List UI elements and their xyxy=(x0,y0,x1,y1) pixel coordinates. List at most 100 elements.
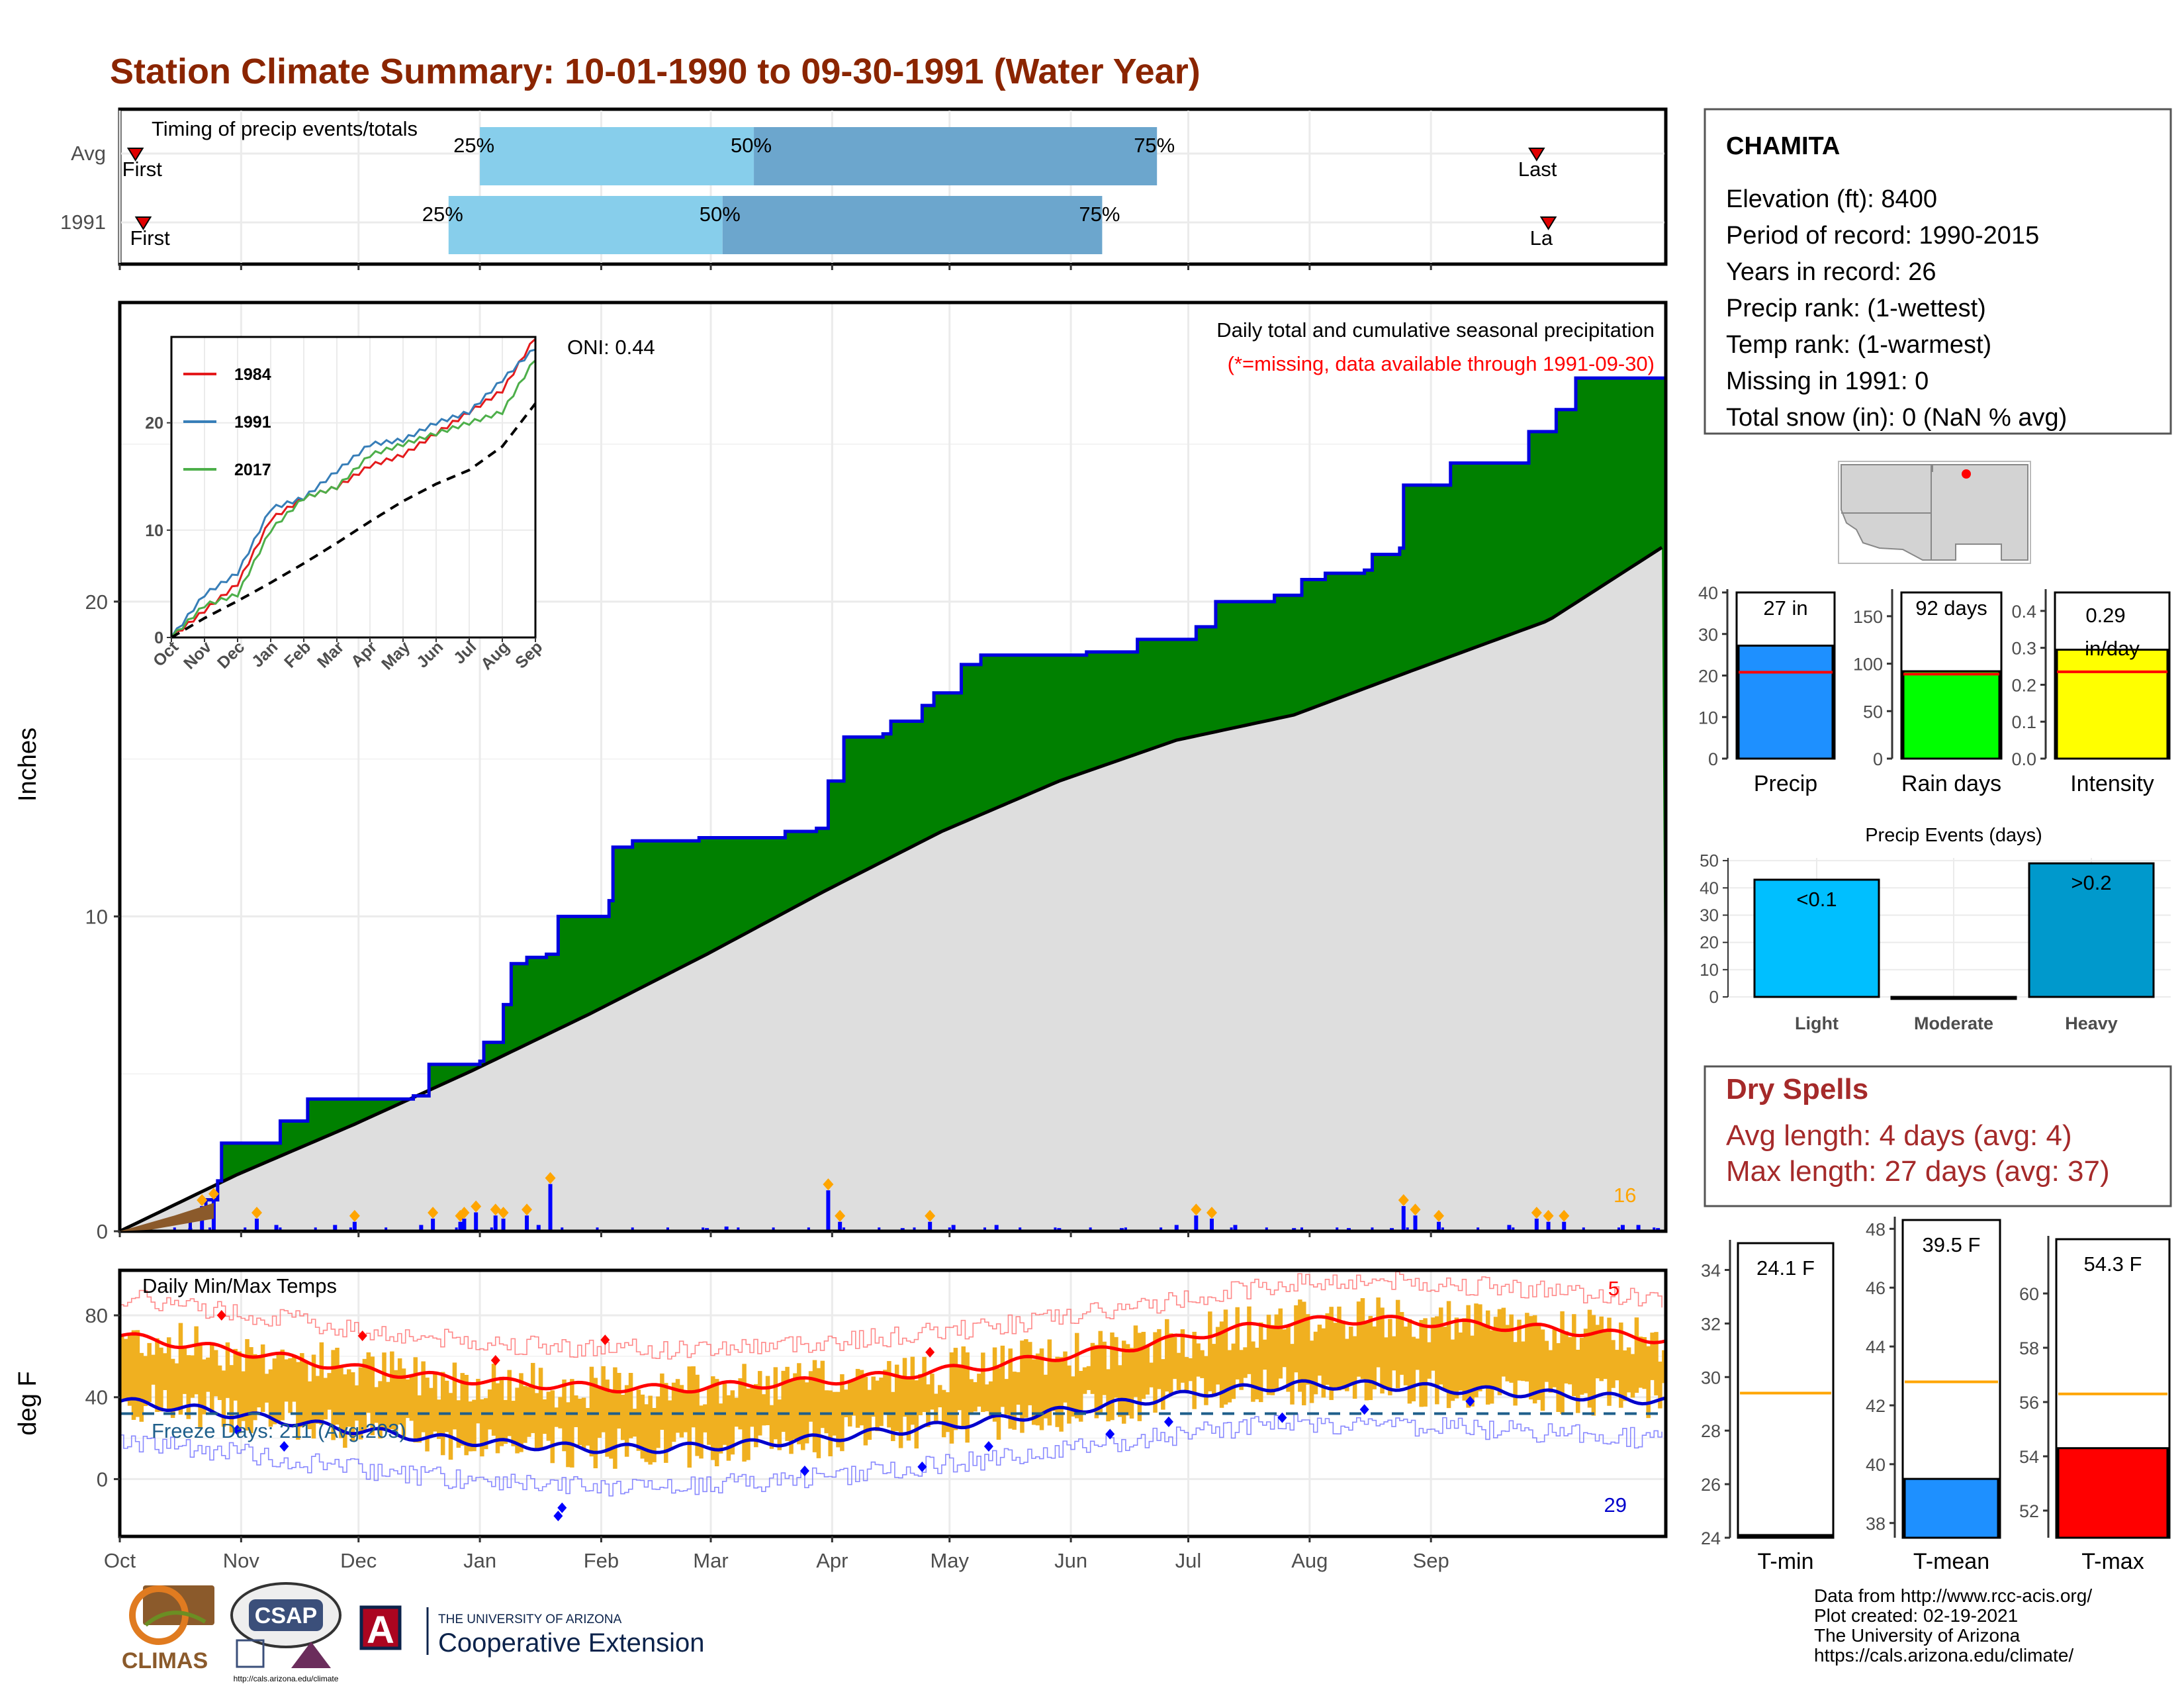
daily-temp-bar xyxy=(1211,1344,1216,1395)
daily-temp-bar xyxy=(1388,1319,1392,1395)
daily-temp-bar xyxy=(300,1353,304,1428)
daily-trace-bar xyxy=(244,1227,247,1231)
daily-temp-bar xyxy=(1638,1336,1643,1388)
csap-logo: CSAP http://cals.arizona.edu/climate xyxy=(230,1582,341,1683)
daily-temp-bar xyxy=(699,1405,704,1459)
daily-temp-bar xyxy=(875,1380,880,1431)
daily-temp-bar xyxy=(151,1354,156,1385)
daily-temp-bar xyxy=(1243,1347,1248,1378)
daily-temp-bar xyxy=(288,1358,293,1413)
daily-temp-bar xyxy=(652,1407,657,1462)
daily-temp-bar xyxy=(1575,1350,1580,1413)
daily-precip-marker xyxy=(522,1203,533,1216)
daily-temp-bar xyxy=(593,1378,598,1469)
daily-temp-bar xyxy=(503,1399,508,1444)
daily-temp-bar xyxy=(296,1362,300,1440)
daily-precip-bar xyxy=(493,1215,498,1231)
daily-temp-bar xyxy=(1415,1338,1420,1370)
climas-logo-text: CLIMAS xyxy=(122,1648,208,1673)
daily-temp-bar xyxy=(675,1379,680,1433)
daily-temp-bar xyxy=(1462,1318,1467,1401)
record-max-line xyxy=(120,1271,1662,1360)
daily-temp-bar xyxy=(343,1374,347,1448)
dry-spells-frame xyxy=(1704,1065,2172,1207)
daily-temp-bar xyxy=(347,1369,351,1427)
inset-legend-label: 1984 xyxy=(234,365,271,384)
temp-summary-y-tick-label: 48 xyxy=(1866,1219,1886,1239)
temp-y-axis: 0 40 80 xyxy=(85,1304,120,1491)
inset-frame xyxy=(170,336,537,639)
daily-temp-bar xyxy=(836,1391,841,1448)
timing-label: Timing of precip events/totals xyxy=(152,117,418,140)
daily-temp-bar xyxy=(190,1355,195,1398)
precip-y-tick-label: 20 xyxy=(85,590,108,614)
daily-temp-bar xyxy=(1360,1298,1365,1380)
daily-temp-bar xyxy=(714,1379,719,1467)
daily-temp-bar xyxy=(1392,1336,1396,1371)
temp-extreme-marker xyxy=(925,1346,935,1358)
csap-mountain xyxy=(291,1642,331,1668)
events-y-tick-label: 10 xyxy=(1700,960,1719,980)
cumulative-precip-line xyxy=(120,371,1668,1233)
daily-temp-bar xyxy=(1552,1329,1557,1387)
daily-temp-bar xyxy=(754,1383,758,1448)
daily-precip-bar xyxy=(951,1225,956,1231)
timing-p75-label: 75% xyxy=(1134,134,1175,157)
daily-temp-bar xyxy=(358,1367,363,1440)
deficit-area xyxy=(120,1203,214,1231)
timing-bar-q2 xyxy=(754,127,1158,185)
daily-temp-bar xyxy=(871,1376,876,1417)
daily-temp-bar xyxy=(1082,1367,1087,1394)
daily-temp-bar xyxy=(210,1343,214,1414)
month-tick-label: May xyxy=(930,1549,969,1572)
daily-temp-bar xyxy=(973,1382,978,1412)
daily-trace-bar xyxy=(385,1227,388,1231)
daily-temp-bar xyxy=(1270,1325,1275,1395)
daily-trace-bar xyxy=(1195,1227,1198,1231)
daily-temp-bar xyxy=(1262,1339,1267,1370)
timing-first-marker xyxy=(134,216,152,230)
daily-temp-bar xyxy=(123,1338,128,1402)
daily-temp-bar xyxy=(1204,1356,1208,1405)
daily-temp-bar xyxy=(1188,1358,1193,1382)
precip-note-line2: (*=missing, data available through 1991-… xyxy=(1228,352,1655,375)
daily-trace-bar xyxy=(983,1227,986,1231)
daily-temp-bar xyxy=(1153,1332,1158,1413)
daily-temp-bar xyxy=(906,1376,911,1441)
daily-temp-bar xyxy=(1129,1348,1134,1419)
temp-summary-y-tick-label: 56 xyxy=(2019,1393,2039,1413)
csap-url: http://cals.arizona.edu/climate xyxy=(234,1674,339,1683)
daily-precip-marker xyxy=(1398,1194,1409,1206)
daily-temp-bar xyxy=(1662,1350,1666,1383)
daily-temp-bar xyxy=(264,1374,269,1403)
daily-precip-marker xyxy=(1531,1206,1542,1219)
daily-temp-bar xyxy=(260,1344,265,1413)
daily-temp-bar xyxy=(601,1366,606,1432)
daily-precip-marker xyxy=(1206,1206,1217,1219)
month-tick-label: Jan xyxy=(463,1549,496,1572)
daily-temp-bar xyxy=(613,1367,617,1469)
daily-trace-bar xyxy=(1019,1227,1022,1231)
daily-temp-bar xyxy=(1348,1326,1353,1384)
daily-temp-bar xyxy=(1251,1341,1255,1402)
daily-temp-bar xyxy=(1121,1340,1126,1424)
daily-temp-bar xyxy=(1642,1337,1647,1389)
daily-precip-bar xyxy=(1436,1221,1441,1231)
daily-temp-bar xyxy=(695,1374,700,1456)
daily-temp-bar xyxy=(1078,1370,1083,1422)
temp-summary-y-tick-label: 32 xyxy=(1701,1314,1721,1334)
footer-line: https://cals.arizona.edu/climate/ xyxy=(1814,1645,2073,1665)
daily-temp-bar xyxy=(1427,1342,1432,1379)
daily-temp-bar xyxy=(953,1348,958,1430)
events-y-tick-label: 40 xyxy=(1700,878,1719,898)
temp-summary-value: 39.5 F xyxy=(1923,1233,1981,1256)
events-y-tick-label: 0 xyxy=(1709,987,1719,1007)
daily-temp-bar xyxy=(671,1382,676,1442)
daily-temp-bar xyxy=(910,1356,915,1425)
daily-temp-bar xyxy=(746,1388,751,1460)
daily-temp-bar xyxy=(887,1361,891,1428)
daily-precip-bar xyxy=(994,1225,999,1231)
location-map xyxy=(1838,461,2031,564)
daily-temp-bar xyxy=(1047,1339,1052,1426)
